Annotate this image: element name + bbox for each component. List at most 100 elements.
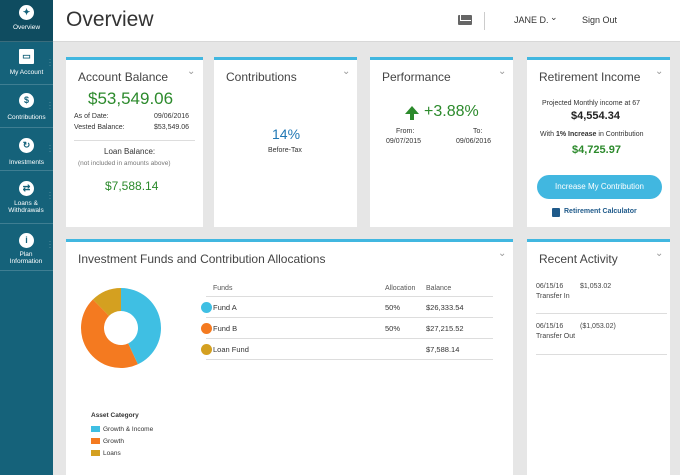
as-of-value: 09/06/2016 xyxy=(154,113,190,120)
chevron-down-icon[interactable]: ⌄ xyxy=(342,66,351,77)
allocation-donut-chart xyxy=(81,288,161,368)
fund-name: Fund A xyxy=(213,303,237,312)
recent-activity-card: Recent Activity ⌄ 06/15/16 $1,053.02 Tra… xyxy=(527,239,670,475)
legend-title: Asset Category xyxy=(91,412,139,419)
vested-label: Vested Balance: xyxy=(74,124,125,131)
divider xyxy=(206,359,493,360)
projected-value: $4,554.34 xyxy=(571,110,620,122)
column-header-allocation: Allocation xyxy=(385,285,416,292)
fund-name: Loan Fund xyxy=(213,345,249,354)
sidebar-item-label: Plan Information xyxy=(9,251,43,265)
more-icon[interactable]: · · · xyxy=(49,100,51,112)
fund-allocation: 50% xyxy=(385,324,401,333)
fund-color-dot xyxy=(201,344,212,355)
divider xyxy=(484,12,485,30)
contributions-card: Contributions ⌄ 14% Before-Tax xyxy=(214,57,357,227)
from-date: 09/07/2015 xyxy=(386,138,422,145)
table-row[interactable]: Loan Fund $7,588.14 xyxy=(201,338,493,360)
projected-label: Projected Monthly income at 67 xyxy=(542,100,641,107)
sidebar-item-investments[interactable]: ↻ Investments · · · xyxy=(0,129,53,171)
sidebar-item-label: Contributions xyxy=(7,114,46,121)
header: Overview JANE D. ⌄ Sign Out xyxy=(53,0,680,42)
to-date: 09/06/2016 xyxy=(456,138,492,145)
sidebar-item-my-account[interactable]: ▭ My Account · · · xyxy=(0,43,53,85)
table-row[interactable]: Fund A 50% $26,333.54 xyxy=(201,296,493,318)
page-title: Overview xyxy=(66,8,154,31)
refresh-icon: ↻ xyxy=(19,138,34,153)
dollar-icon: $ xyxy=(19,93,34,108)
vested-value: $53,549.06 xyxy=(154,124,190,131)
more-icon[interactable]: · · · xyxy=(49,57,51,69)
arrow-up-icon xyxy=(410,113,414,120)
chevron-down-icon[interactable]: ⌄ xyxy=(187,66,196,77)
fund-allocation: 50% xyxy=(385,303,401,312)
column-header-balance: Balance xyxy=(426,285,452,292)
retirement-income-card: Retirement Income ⌄ Projected Monthly in… xyxy=(527,57,670,227)
chevron-down-icon[interactable]: ⌄ xyxy=(498,248,507,259)
card-title: Contributions xyxy=(226,70,297,84)
compass-icon: ✦ xyxy=(19,5,34,20)
more-icon[interactable]: · · · xyxy=(49,143,51,155)
more-icon[interactable]: · · · xyxy=(49,190,51,202)
fund-balance: $27,215.52 xyxy=(426,324,464,333)
to-label: To: xyxy=(473,128,483,135)
fund-color-dot xyxy=(201,323,212,334)
increase-label: With 1% Increase in Contribution xyxy=(540,131,644,138)
chevron-down-icon[interactable]: ⌄ xyxy=(498,66,507,77)
chevron-down-icon[interactable]: ⌄ xyxy=(655,248,664,259)
column-header-funds: Funds xyxy=(213,285,233,292)
activity-amount: $1,053.02 xyxy=(580,283,612,290)
user-menu[interactable]: JANE D. xyxy=(514,15,549,25)
table-row[interactable]: Fund B 50% $27,215.52 xyxy=(201,317,493,339)
activity-item[interactable]: 06/15/16 ($1,053.02) Transfer Out xyxy=(536,323,667,340)
card-title: Recent Activity xyxy=(539,252,618,266)
donut-slice xyxy=(81,299,138,368)
info-icon: i xyxy=(19,233,34,248)
retirement-calculator-link[interactable]: Retirement Calculator xyxy=(564,208,637,215)
sidebar-item-label: Overview xyxy=(12,24,41,31)
activity-type: Transfer Out xyxy=(536,333,576,340)
activity-date: 06/15/16 xyxy=(536,283,564,290)
fund-name: Fund B xyxy=(213,324,238,333)
increase-contribution-button[interactable]: Increase My Contribution xyxy=(537,175,662,199)
card-title: Investment Funds and Contribution Alloca… xyxy=(78,252,326,266)
legend-item: Growth xyxy=(91,438,124,445)
more-icon[interactable]: · · · xyxy=(49,239,51,251)
fund-color-dot xyxy=(201,302,212,313)
chevron-down-icon[interactable]: ⌄ xyxy=(550,12,558,22)
fund-balance: $7,588.14 xyxy=(426,345,460,354)
donut-slice xyxy=(121,288,161,365)
performance-value: +3.88% xyxy=(424,103,479,120)
contribution-rate: 14% xyxy=(272,126,301,142)
sidebar-item-loans[interactable]: ⇄ Loans & Withdrawals · · · xyxy=(0,176,53,224)
donut-slice xyxy=(92,288,121,316)
account-balance-card: Account Balance ⌄ $53,549.06 As of Date:… xyxy=(66,57,203,227)
sidebar-item-label: My Account xyxy=(9,69,44,76)
divider xyxy=(536,313,667,314)
sign-out-link[interactable]: Sign Out xyxy=(582,15,618,25)
calculator-icon xyxy=(552,208,560,217)
divider xyxy=(74,140,195,141)
loan-balance-label: Loan Balance: xyxy=(104,147,156,156)
sidebar-item-label: Loans & Withdrawals xyxy=(8,200,44,214)
as-of-label: As of Date: xyxy=(74,113,109,120)
increase-value: $4,725.97 xyxy=(572,144,621,156)
sidebar-item-contributions[interactable]: $ Contributions · · · xyxy=(0,86,53,128)
chart-icon: ▭ xyxy=(19,49,34,64)
loan-balance-note: (not included in amounts above) xyxy=(78,160,171,167)
sidebar-item-plan-information[interactable]: i Plan Information · · · xyxy=(0,225,53,271)
sidebar: ✦ Overview ▭ My Account · · · $ Contributi… xyxy=(0,0,53,475)
mail-icon[interactable] xyxy=(458,15,472,25)
handshake-icon: ⇄ xyxy=(19,181,34,196)
chevron-down-icon[interactable]: ⌄ xyxy=(655,66,664,77)
card-title: Retirement Income xyxy=(539,70,641,84)
activity-item[interactable]: 06/15/16 $1,053.02 Transfer In xyxy=(536,283,667,300)
activity-type: Transfer In xyxy=(536,293,570,300)
sidebar-item-label: Investments xyxy=(8,159,45,166)
activity-date: 06/15/16 xyxy=(536,323,564,330)
sidebar-item-overview[interactable]: ✦ Overview xyxy=(0,0,53,42)
loan-balance-value: $7,588.14 xyxy=(105,179,159,193)
investment-funds-card: Investment Funds and Contribution Alloca… xyxy=(66,239,513,475)
performance-card: Performance ⌄ +3.88% From: 09/07/2015 To… xyxy=(370,57,513,227)
legend-item: Growth & Income xyxy=(91,426,153,433)
